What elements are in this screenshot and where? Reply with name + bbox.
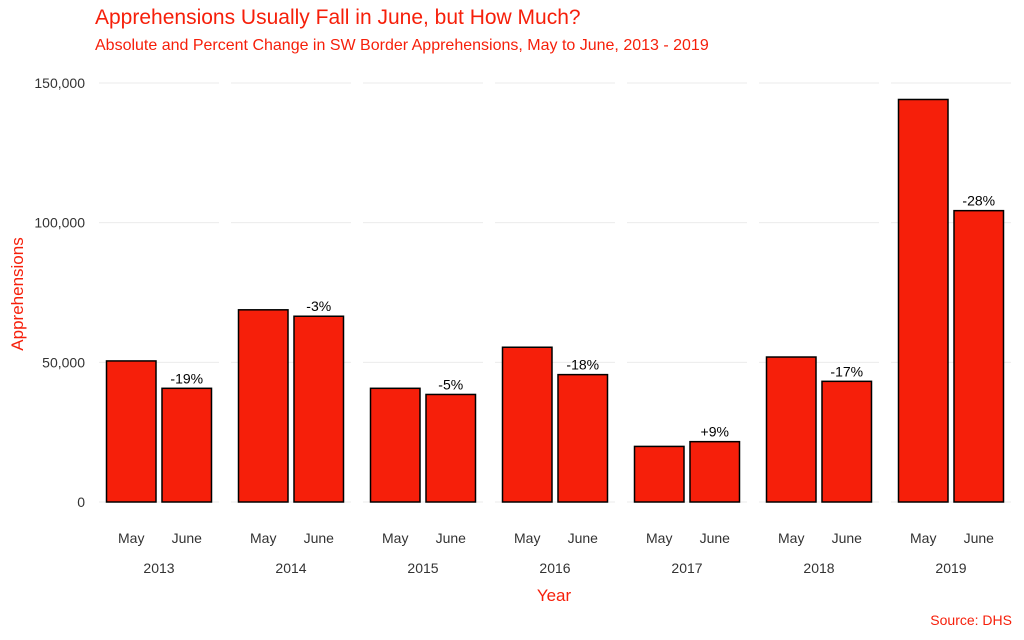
x-group-label: 2013	[143, 560, 174, 576]
y-tick-label: 150,000	[34, 75, 85, 91]
bar-2013-may	[105, 360, 157, 503]
bar-2017-june	[689, 440, 741, 503]
bar-2018-june	[821, 380, 873, 503]
x-axis-title: Year	[537, 586, 572, 605]
percent-change-label: -17%	[830, 363, 863, 379]
bar-2015-may	[369, 387, 421, 503]
x-subcategory-label: May	[118, 530, 144, 546]
source-caption: Source: DHS	[930, 612, 1012, 628]
bar-2013-june	[161, 387, 213, 503]
x-group-label: 2019	[935, 560, 966, 576]
x-subcategory-label: May	[514, 530, 540, 546]
percent-change-label: +9%	[701, 424, 729, 440]
x-subcategory-label: June	[964, 530, 995, 546]
percent-change-label: -28%	[962, 193, 995, 209]
x-group-label: 2015	[407, 560, 438, 576]
chart-title: Apprehensions Usually Fall in June, but …	[95, 6, 581, 29]
x-subcategory-label: June	[832, 530, 863, 546]
bar-2015-june	[425, 393, 477, 503]
percent-change-label: -5%	[438, 376, 463, 392]
gridlines	[99, 82, 1011, 503]
x-subcategory-label: June	[172, 530, 203, 546]
bars: -19% -3% -5% -18% +9% -17% -28%	[105, 98, 1005, 503]
y-axis-title: Apprehensions	[8, 237, 27, 350]
x-subcategory-label: May	[646, 530, 672, 546]
y-tick-label: 0	[77, 494, 85, 510]
bar-2017-may	[633, 445, 685, 503]
x-axis-labels: May June 2013 May June 2014 May June 2015 May June…	[118, 530, 994, 576]
percent-change-label: -18%	[566, 357, 599, 373]
x-group-label: 2018	[803, 560, 834, 576]
bar-2014-june	[293, 315, 345, 503]
x-subcategory-label: June	[568, 530, 599, 546]
x-subcategory-label: May	[910, 530, 936, 546]
x-subcategory-label: May	[778, 530, 804, 546]
x-subcategory-label: June	[436, 530, 467, 546]
bar-2018-may	[765, 356, 817, 503]
x-subcategory-label: June	[700, 530, 731, 546]
percent-change-label: -3%	[306, 298, 331, 314]
x-group-label: 2014	[275, 560, 306, 576]
x-subcategory-label: May	[250, 530, 276, 546]
y-tick-label: 100,000	[34, 215, 85, 231]
y-axis-ticks: 0 50,000 100,000 150,000	[34, 75, 85, 510]
bar-2019-may	[897, 98, 949, 503]
x-subcategory-label: May	[382, 530, 408, 546]
bar-2014-may	[237, 309, 289, 503]
x-group-label: 2016	[539, 560, 570, 576]
x-subcategory-label: June	[304, 530, 335, 546]
y-tick-label: 50,000	[42, 354, 85, 370]
bar-2016-may	[501, 346, 553, 503]
bar-2016-june	[557, 373, 609, 503]
x-group-label: 2017	[671, 560, 702, 576]
percent-change-label: -19%	[170, 370, 203, 386]
chart-subtitle: Absolute and Percent Change in SW Border…	[95, 37, 709, 54]
bar-2019-june	[953, 209, 1005, 503]
